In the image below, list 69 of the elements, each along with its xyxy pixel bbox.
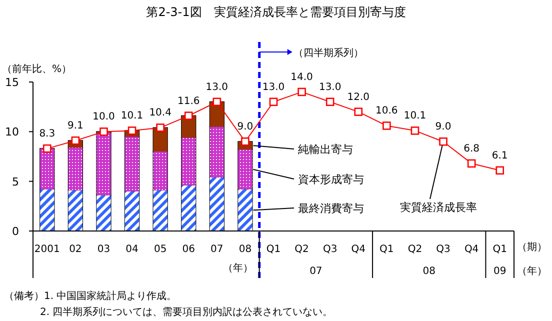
x-tick-label: 02 bbox=[69, 244, 82, 255]
x-tick-label: 07 bbox=[210, 244, 224, 255]
point bbox=[71, 136, 80, 145]
y-tick-label: 15 bbox=[5, 76, 19, 89]
x-tick-label: 03 bbox=[97, 244, 110, 255]
data-label: 13.0 bbox=[262, 82, 285, 93]
x-tick-label: Q3 bbox=[322, 244, 338, 255]
point bbox=[439, 137, 448, 146]
text: 2. 四半期系列については、需要項目別内訳は公表されていない。 bbox=[40, 306, 333, 318]
data-label: 8.3 bbox=[39, 128, 56, 140]
y-tick-label: 0 bbox=[12, 225, 19, 238]
x-tick-label: Q4 bbox=[464, 244, 479, 255]
data-label: 9.1 bbox=[67, 120, 84, 132]
point bbox=[496, 166, 504, 175]
data-label: 11.6 bbox=[177, 96, 200, 107]
point bbox=[156, 124, 164, 132]
x-tick-label: 06 bbox=[182, 244, 195, 255]
text: （期） bbox=[517, 241, 547, 253]
text: 資本形成寄与 bbox=[298, 173, 364, 186]
point bbox=[128, 126, 136, 135]
x-tick-label: Q2 bbox=[294, 244, 309, 255]
text: 純輸出寄与 bbox=[298, 143, 353, 156]
x-tick-label: Q4 bbox=[351, 244, 366, 255]
x-tick-label: Q2 bbox=[408, 244, 422, 255]
text: （年） bbox=[517, 265, 547, 277]
text: 08 bbox=[422, 266, 436, 277]
data-label: 6.8 bbox=[464, 143, 480, 154]
data-label: 9.0 bbox=[435, 122, 452, 133]
data-label: 12.0 bbox=[347, 92, 370, 103]
data-label: 10.4 bbox=[149, 108, 172, 119]
point bbox=[382, 122, 391, 130]
data-label: 13.0 bbox=[206, 82, 228, 93]
text: 07 bbox=[310, 266, 322, 277]
x-tick-label: Q1 bbox=[266, 244, 281, 255]
point bbox=[42, 144, 52, 153]
x-tick-label: 05 bbox=[154, 244, 167, 255]
y-tick-label: 5 bbox=[12, 175, 19, 188]
x-tick-label: Q1 bbox=[492, 244, 507, 255]
data-label: 13.0 bbox=[318, 82, 342, 93]
data-label: 9.0 bbox=[237, 122, 254, 133]
y-tick-label: 10 bbox=[5, 126, 19, 139]
point bbox=[100, 128, 108, 136]
data-label: 6.1 bbox=[492, 150, 508, 162]
point bbox=[354, 108, 363, 116]
text: （年） bbox=[223, 262, 254, 274]
chart-title: 第2-3-1図 実質経済成長率と需要項目別寄与度 bbox=[146, 5, 406, 19]
text: （四半期系列） bbox=[293, 47, 364, 59]
text: 実質経済成長率 bbox=[400, 201, 477, 214]
data-label: 14.0 bbox=[290, 72, 313, 83]
data-label: 10.1 bbox=[120, 110, 144, 122]
data-label: 10.1 bbox=[404, 110, 426, 122]
x-tick-label: 2001 bbox=[34, 244, 60, 255]
x-tick-label: 04 bbox=[126, 244, 138, 255]
text: （備考）1. 中国国家統計局より作成。 bbox=[4, 290, 177, 302]
data-label: 10.0 bbox=[92, 112, 115, 123]
point bbox=[269, 98, 278, 106]
point bbox=[212, 98, 222, 106]
point bbox=[410, 126, 420, 135]
text: 09 bbox=[493, 266, 506, 277]
point bbox=[298, 88, 306, 96]
point bbox=[467, 159, 476, 168]
x-tick-label: Q1 bbox=[380, 244, 394, 255]
text: 最終消費寄与 bbox=[298, 202, 364, 215]
x-tick-label: 08 bbox=[238, 244, 252, 255]
x-tick-label: Q3 bbox=[436, 244, 450, 255]
data-label: 10.6 bbox=[376, 106, 398, 117]
y-axis-title: （前年比、%） bbox=[2, 63, 72, 75]
point bbox=[326, 98, 334, 106]
point bbox=[184, 112, 193, 120]
